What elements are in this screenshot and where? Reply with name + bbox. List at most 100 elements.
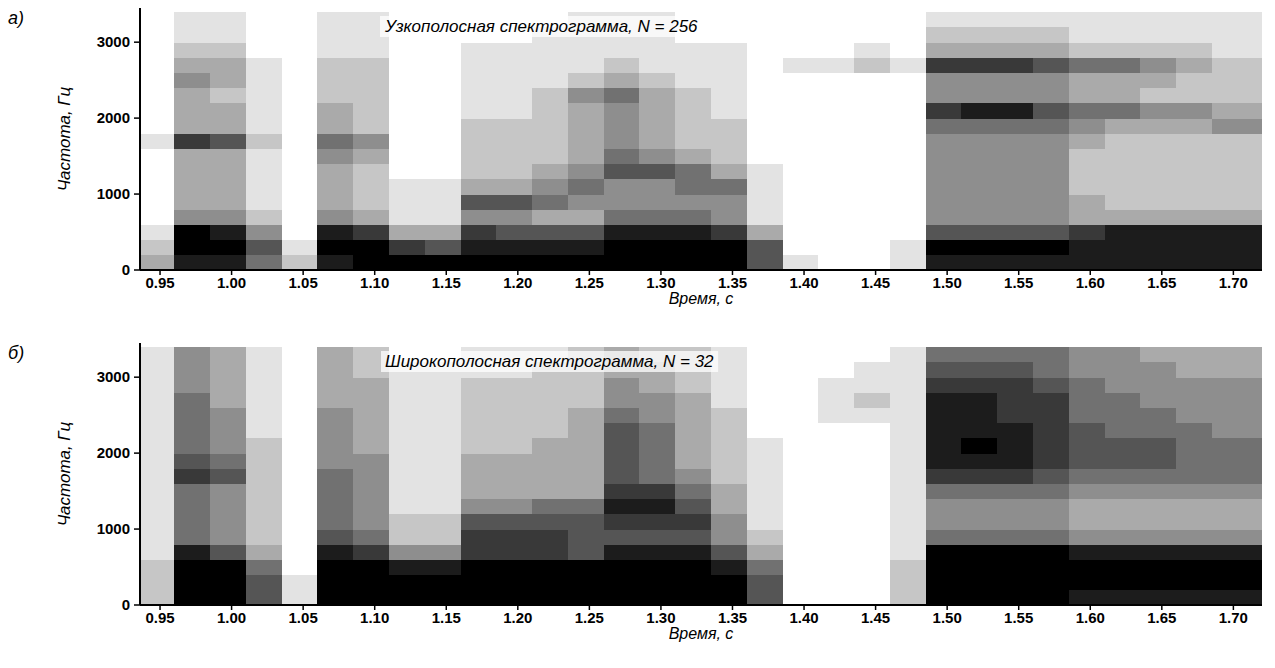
- cell: [1140, 73, 1176, 89]
- cell: [246, 118, 282, 134]
- cell: [854, 179, 890, 195]
- cell: [425, 377, 461, 393]
- cell: [747, 27, 783, 43]
- cell: [926, 559, 962, 575]
- cell: [210, 133, 246, 149]
- cell: [926, 392, 962, 408]
- cell: [1248, 209, 1262, 225]
- cell: [496, 194, 532, 210]
- cell: [890, 514, 926, 530]
- cell: [818, 529, 854, 545]
- x-tick-label: 1.20: [503, 609, 532, 626]
- cell: [711, 179, 747, 195]
- cell: [1033, 544, 1069, 560]
- cell: [1176, 148, 1212, 164]
- cell: [1033, 240, 1069, 256]
- cell: [496, 544, 532, 560]
- cell: [1105, 544, 1141, 560]
- cell: [532, 209, 568, 225]
- cell: [890, 57, 926, 73]
- cell: [783, 423, 819, 439]
- cell: [140, 392, 175, 408]
- cell: [639, 57, 675, 73]
- cell: [604, 408, 640, 424]
- cell: [890, 590, 926, 605]
- cell: [1140, 544, 1176, 560]
- cell: [1033, 209, 1069, 225]
- cell: [1069, 559, 1105, 575]
- cell: [210, 499, 246, 515]
- cell: [353, 377, 389, 393]
- cell: [1033, 529, 1069, 545]
- cell: [854, 42, 890, 58]
- cell: [568, 103, 604, 119]
- cell: [389, 57, 425, 73]
- cell: [997, 255, 1033, 270]
- cell: [353, 73, 389, 89]
- cell: [282, 408, 318, 424]
- cell: [353, 179, 389, 195]
- cell: [926, 483, 962, 499]
- cell: [282, 103, 318, 119]
- cell: [246, 255, 282, 270]
- cell: [961, 103, 997, 119]
- cell: [1069, 88, 1105, 104]
- cell: [997, 209, 1033, 225]
- cell: [926, 544, 962, 560]
- cell: [1069, 514, 1105, 530]
- cell: [210, 164, 246, 180]
- cell: [461, 453, 497, 469]
- cell: [210, 118, 246, 134]
- cell: [174, 12, 210, 28]
- cell: [711, 12, 747, 28]
- cell: [496, 575, 532, 591]
- cell: [1176, 453, 1212, 469]
- cell: [496, 453, 532, 469]
- cell: [747, 499, 783, 515]
- cell: [997, 27, 1033, 43]
- cell: [532, 392, 568, 408]
- cell: [1033, 194, 1069, 210]
- cell: [246, 133, 282, 149]
- cell: [140, 209, 175, 225]
- y-tick-label: 0: [122, 261, 130, 278]
- cell: [604, 575, 640, 591]
- cell: [639, 133, 675, 149]
- cell: [317, 57, 353, 73]
- cell: [783, 255, 819, 270]
- cell: [639, 514, 675, 530]
- cell: [461, 133, 497, 149]
- cell: [210, 408, 246, 424]
- cell: [854, 57, 890, 73]
- cell: [317, 164, 353, 180]
- cell: [246, 12, 282, 28]
- cell: [1069, 544, 1105, 560]
- cell: [818, 103, 854, 119]
- cell: [282, 392, 318, 408]
- cell: [926, 575, 962, 591]
- cell: [639, 42, 675, 58]
- cell: [389, 575, 425, 591]
- cell: [675, 377, 711, 393]
- cell: [890, 483, 926, 499]
- cell: [818, 73, 854, 89]
- cell: [711, 453, 747, 469]
- cell: [210, 240, 246, 256]
- cell: [783, 179, 819, 195]
- cell: [425, 514, 461, 530]
- title-background: [381, 351, 718, 372]
- cell: [140, 133, 175, 149]
- cell: [639, 468, 675, 484]
- cell: [854, 453, 890, 469]
- cell: [1212, 133, 1248, 149]
- cell: [675, 209, 711, 225]
- cell: [425, 438, 461, 454]
- cell: [282, 57, 318, 73]
- cell: [675, 559, 711, 575]
- cell: [1069, 468, 1105, 484]
- cell: [783, 164, 819, 180]
- cell: [639, 575, 675, 591]
- cell: [568, 559, 604, 575]
- cell: [1176, 362, 1212, 378]
- cell: [783, 133, 819, 149]
